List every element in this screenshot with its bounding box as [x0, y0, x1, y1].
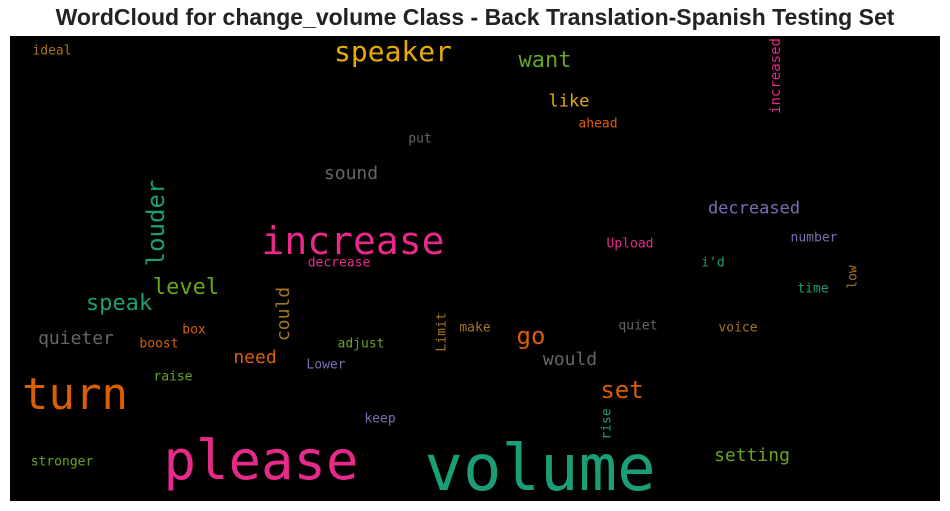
word-increased: increased — [768, 38, 784, 114]
word-box: box — [182, 322, 206, 338]
word-set: set — [600, 376, 644, 404]
word-please: please — [163, 429, 359, 492]
word-lower: Lower — [306, 357, 346, 373]
word-keep: keep — [364, 411, 396, 427]
word-i-d: i'd — [701, 255, 725, 271]
word-setting: setting — [714, 445, 790, 466]
word-sound: sound — [323, 163, 379, 184]
word-would: would — [542, 349, 598, 370]
chart-title: WordCloud for change_volume Class - Back… — [55, 4, 895, 30]
word-volume: volume — [424, 432, 656, 501]
word-put: put — [408, 131, 432, 147]
word-adjust: adjust — [337, 336, 385, 352]
word-could: could — [273, 286, 294, 342]
word-speak: speak — [85, 291, 153, 316]
word-decrease: decrease — [307, 255, 371, 271]
word-like: like — [548, 91, 590, 112]
word-turn: turn — [22, 369, 128, 420]
word-decreased: decreased — [707, 198, 801, 219]
word-speaker: speaker — [333, 36, 453, 68]
word-raise: raise — [153, 369, 193, 385]
word-low: low — [845, 265, 861, 289]
word-number: number — [790, 230, 838, 246]
word-rise: rise — [599, 408, 615, 440]
word-quiet: quiet — [618, 318, 658, 334]
word-time: time — [797, 281, 829, 297]
word-boost: boost — [139, 336, 179, 352]
word-go: go — [516, 322, 546, 350]
word-louder: louder — [142, 179, 170, 267]
word-ahead: ahead — [578, 116, 618, 132]
word-cloud: volume please turn increase speaker loud… — [10, 36, 940, 501]
word-voice: voice — [718, 320, 758, 336]
word-stronger: stronger — [30, 454, 94, 470]
word-need: need — [233, 347, 277, 368]
word-increase: increase — [261, 219, 445, 263]
word-make: make — [459, 320, 491, 336]
word-limit: Limit — [434, 312, 450, 352]
word-want: want — [518, 48, 572, 73]
word-level: level — [152, 275, 220, 300]
word-upload: Upload — [606, 236, 654, 252]
word-ideal: ideal — [32, 43, 72, 59]
word-quieter: quieter — [38, 328, 114, 349]
